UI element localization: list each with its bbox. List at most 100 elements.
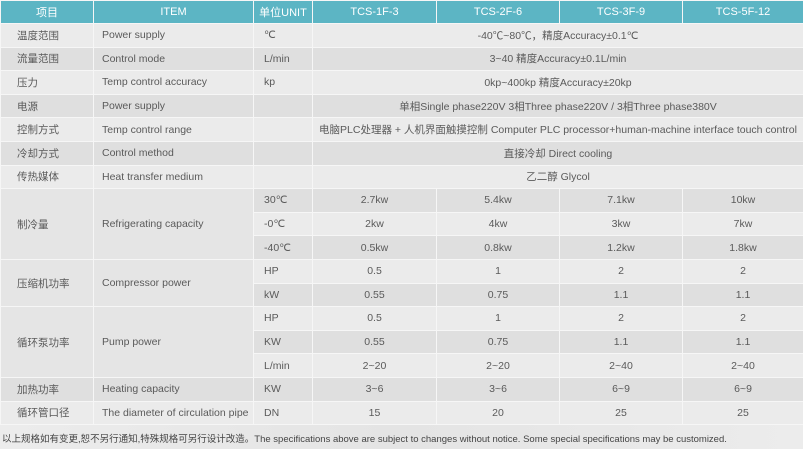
unit-cell: ℃	[253, 23, 313, 48]
value-cell: 0.75	[436, 282, 560, 308]
table-row: 冷却方式 Control method 直接冷却 Direct cooling	[0, 140, 803, 166]
value-cell: 5.4kw	[436, 188, 560, 213]
value-cell: 25	[559, 400, 683, 426]
unit-cell: -40℃	[253, 235, 313, 260]
value-cell: 0.5	[312, 258, 437, 284]
table-row: 温度范围 Power supply ℃ -40℃~80℃，精度Accuracy±0.1…	[0, 23, 803, 48]
merged-value: 0kp~400kp 精度Accuracy±20kp	[312, 70, 803, 95]
table-row: 压力 Temp control accuracy kp 0kp~400kp 精度Acc…	[0, 70, 803, 95]
table-row: 压缩机功率 Compressor power HP 0.5 1 2 2	[0, 258, 803, 308]
item-en: Temp control range	[93, 117, 254, 142]
merged-value: 直接冷却 Direct cooling	[312, 140, 803, 166]
header-cell: TCS-3F-9	[559, 0, 683, 24]
value-cell: 2~40	[682, 353, 803, 378]
header-cell: TCS-5F-12	[682, 0, 803, 24]
item-cn: 流量范围	[0, 46, 94, 72]
value-cell: 1.2kw	[559, 235, 683, 260]
value-cell: 0.5kw	[312, 235, 437, 260]
value-cell: 10kw	[682, 188, 803, 213]
value-cell: 1.8kw	[682, 235, 803, 260]
unit-cell: 30℃	[253, 188, 313, 213]
table-row: 电源 Power supply 单相Single phase220V 3相Three…	[0, 93, 803, 119]
item-en: Refrigerating capacity	[93, 188, 254, 260]
unit-cell: KW	[253, 329, 313, 355]
value-cell: 3~6	[436, 376, 560, 402]
item-en: Pump power	[93, 306, 254, 378]
table-row: 控制方式 Temp control range 电脑PLC处理器 + 人机界面触摸控…	[0, 117, 803, 142]
value-cell: 0.55	[312, 282, 437, 308]
value-cell: 2kw	[312, 211, 437, 237]
value-cell: 2~40	[559, 353, 683, 378]
item-cn: 电源	[0, 93, 94, 119]
value-cell: 0.55	[312, 329, 437, 355]
item-en: Compressor power	[93, 258, 254, 308]
unit-cell: kp	[253, 70, 313, 95]
value-cell: 0.5	[312, 306, 437, 331]
unit-cell: HP	[253, 258, 313, 284]
item-cn: 压缩机功率	[0, 258, 94, 308]
item-cn: 加热功率	[0, 376, 94, 402]
item-en: Control method	[93, 140, 254, 166]
merged-value: 3~40 精度Accuracy±0.1L/min	[312, 46, 803, 72]
value-cell: 2	[559, 258, 683, 284]
value-cell: 2~20	[436, 353, 560, 378]
header-cell: 单位UNIT	[253, 0, 313, 24]
item-cn: 控制方式	[0, 117, 94, 142]
value-cell: 25	[682, 400, 803, 426]
header-row: 项目 ITEM 单位UNIT TCS-1F-3 TCS-2F-6 TCS-3F-9 TCS-…	[0, 0, 803, 24]
unit-cell: L/min	[253, 353, 313, 378]
unit-cell: -0℃	[253, 211, 313, 237]
item-cn: 冷却方式	[0, 140, 94, 166]
merged-value: 电脑PLC处理器 + 人机界面触摸控制 Computer PLC process…	[312, 117, 803, 142]
header-cell: 项目	[0, 0, 94, 24]
unit-cell: L/min	[253, 46, 313, 72]
item-en: The diameter of circulation pipe	[93, 400, 254, 426]
table-row: 加热功率 Heating capacity KW 3~6 3~6 6~9 6~9	[0, 376, 803, 402]
value-cell: 2~20	[312, 353, 437, 378]
value-cell: 4kw	[436, 211, 560, 237]
item-cn: 循环管口径	[0, 400, 94, 426]
unit-cell: DN	[253, 400, 313, 426]
value-cell: 6~9	[682, 376, 803, 402]
item-en: Heat transfer medium	[93, 164, 254, 190]
item-cn: 循环泵功率	[0, 306, 94, 378]
table-row: kW 0.55 0.75 1.1 1.1	[1, 282, 803, 308]
item-en: Temp control accuracy	[93, 70, 254, 95]
unit-cell: KW	[253, 376, 313, 402]
value-cell: 2.7kw	[312, 188, 437, 213]
merged-value: -40℃~80℃，精度Accuracy±0.1℃	[312, 23, 803, 48]
value-cell: 1.1	[682, 282, 803, 308]
value-cell: 7kw	[682, 211, 803, 237]
table-row: 传热媒体 Heat transfer medium 乙二醇 Glycol	[0, 164, 803, 190]
unit-cell	[253, 164, 313, 190]
value-cell: 20	[436, 400, 560, 426]
value-cell: 2	[682, 258, 803, 284]
value-cell: 1.1	[559, 282, 683, 308]
value-cell: 3~6	[312, 376, 437, 402]
value-cell: 0.8kw	[436, 235, 560, 260]
table-row: 制冷量 Refrigerating capacity 30℃ 2.7kw 5.4kw 7.…	[0, 188, 803, 260]
item-cn: 制冷量	[0, 188, 94, 260]
value-cell: 1	[436, 306, 560, 331]
header-cell: TCS-1F-3	[312, 0, 437, 24]
table-row: KW 0.55 0.75 1.1 1.1	[1, 329, 803, 355]
value-cell: 0.75	[436, 329, 560, 355]
value-cell: 1.1	[559, 329, 683, 355]
header-cell: TCS-2F-6	[436, 0, 560, 24]
item-en: Power supply	[93, 23, 254, 48]
merged-value: 乙二醇 Glycol	[312, 164, 803, 190]
unit-cell	[253, 140, 313, 166]
value-cell: 3kw	[559, 211, 683, 237]
item-cn: 压力	[0, 70, 94, 95]
spec-table: 项目 ITEM 单位UNIT TCS-1F-3 TCS-2F-6 TCS-3F-9 TCS-…	[0, 0, 803, 426]
merged-value: 单相Single phase220V 3相Three phase220V / 3…	[312, 93, 803, 119]
value-cell: 2	[559, 306, 683, 331]
item-cn: 温度范围	[0, 23, 94, 48]
value-cell: 15	[312, 400, 437, 426]
table-row: 循环管口径 The diameter of circulation pipe DN 1…	[0, 400, 803, 426]
footnote: 以上规格如有变更,恕不另行通知,特殊规格可另行设计改造。The specific…	[2, 434, 727, 445]
table-row: -40℃ 0.5kw 0.8kw 1.2kw 1.8kw	[1, 235, 803, 260]
table-row: L/min 2~20 2~20 2~40 2~40	[1, 353, 803, 378]
item-en: Control mode	[93, 46, 254, 72]
value-cell: 7.1kw	[559, 188, 683, 213]
